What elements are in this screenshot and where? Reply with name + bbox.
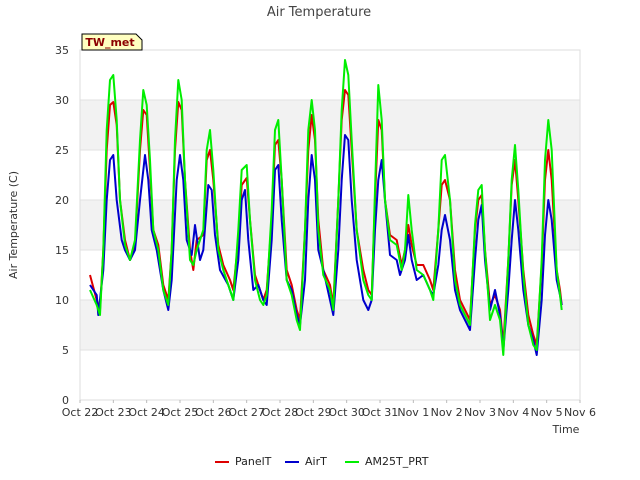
x-tick-label: Nov 5 (531, 406, 563, 419)
x-tick-label: Oct 25 (162, 406, 199, 419)
background-bands (80, 50, 580, 400)
series-line-am25t-prt (89, 59, 563, 356)
chart-title: Air Temperature (267, 5, 371, 20)
y-tick-label: 35 (55, 44, 69, 57)
x-tick-label: Nov 2 (431, 406, 463, 419)
y-tick-label: 25 (55, 144, 69, 157)
legend-label: PanelT (235, 455, 272, 468)
y-tick-label: 30 (55, 94, 69, 107)
x-tick-label: Oct 24 (128, 406, 165, 419)
series-lines (89, 59, 563, 356)
legend-label: AM25T_PRT (365, 455, 429, 468)
x-tick-label: Oct 22 (62, 406, 99, 419)
grid-band (80, 100, 580, 150)
station-badge-label: TW_met (85, 36, 134, 49)
x-tick-label: Nov 6 (564, 406, 596, 419)
x-tick-label: Oct 30 (328, 406, 365, 419)
y-tick-label: 10 (55, 294, 69, 307)
legend-label: AirT (305, 455, 327, 468)
x-axis-label: Time (552, 423, 580, 436)
x-tick-label: Oct 28 (262, 406, 299, 419)
legend: PanelT AirT AM25T_PRT (215, 455, 429, 468)
station-badge: TW_met (81, 33, 143, 51)
x-tick-label: Nov 1 (397, 406, 429, 419)
x-tick-label: Oct 29 (295, 406, 332, 419)
x-tick-label: Oct 26 (195, 406, 232, 419)
station-badge-box (81, 33, 143, 51)
y-axis-label: Air Temperature (C) (7, 171, 20, 279)
x-tick-label: Nov 3 (464, 406, 496, 419)
x-tick-label: Oct 23 (95, 406, 132, 419)
plot-area (79, 49, 581, 401)
x-tick-label: Nov 4 (497, 406, 529, 419)
y-tick-label: 20 (55, 194, 69, 207)
y-tick-label: 15 (55, 244, 69, 257)
x-tick-label: Oct 31 (362, 406, 399, 419)
y-tick-label: 5 (62, 344, 69, 357)
y-axis-ticks: 0 5 10 15 20 25 30 35 (55, 44, 69, 407)
x-tick-label: Oct 27 (228, 406, 265, 419)
y-tick-label: 0 (62, 394, 69, 407)
grid-band (80, 200, 580, 250)
